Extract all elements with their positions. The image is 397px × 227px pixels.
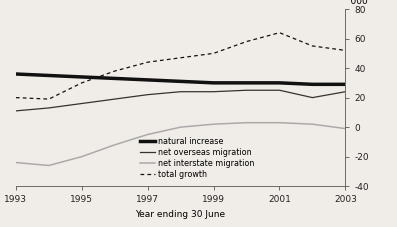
Legend: natural increase, net overseas migration, net interstate migration, total growth: natural increase, net overseas migration…	[140, 136, 254, 179]
X-axis label: Year ending 30 June: Year ending 30 June	[135, 210, 226, 219]
Text: '000: '000	[348, 0, 368, 6]
